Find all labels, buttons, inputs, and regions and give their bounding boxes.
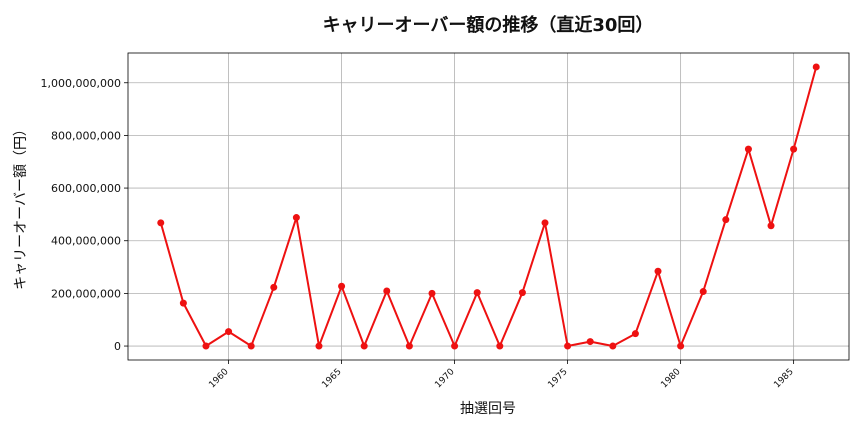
data-point: [677, 342, 685, 350]
data-point: [812, 63, 820, 71]
x-axis-label: 抽選回号: [460, 401, 516, 417]
data-point: [292, 214, 300, 222]
x-tick-label: 1970: [433, 367, 456, 390]
x-tick-label: 1965: [320, 367, 343, 390]
data-point: [496, 342, 504, 350]
grid: [128, 53, 849, 360]
data-point: [315, 342, 323, 350]
data-point: [654, 267, 662, 275]
x-tick-label: 1985: [772, 367, 795, 390]
y-tick-label: 400,000,000: [51, 235, 121, 248]
y-tick-label: 600,000,000: [51, 182, 121, 195]
data-point: [405, 342, 413, 350]
data-point: [767, 222, 775, 230]
data-point: [518, 289, 526, 297]
x-tick-label: 1980: [659, 367, 682, 390]
chart-title: キャリーオーバー額の推移（直近30回）: [323, 14, 654, 36]
data-point: [744, 145, 752, 153]
plot-frame: [127, 52, 850, 361]
data-point: [179, 299, 187, 307]
data-point: [225, 328, 233, 336]
x-tick-label: 1975: [546, 367, 569, 390]
data-point: [699, 288, 707, 296]
data-point: [270, 283, 278, 291]
data-point: [586, 338, 594, 346]
data-point: [564, 342, 572, 350]
data-point: [338, 282, 346, 290]
data-point: [541, 219, 549, 227]
x-axis: 1960 1965 1970 1975 1980 1985: [207, 360, 796, 390]
data-point: [157, 219, 165, 227]
y-tick-label: 0: [114, 340, 121, 353]
y-tick-label: 200,000,000: [51, 287, 121, 300]
y-tick-label: 1,000,000,000: [41, 77, 121, 90]
data-point: [451, 342, 459, 350]
y-axis-label: キャリーオーバー額（円）: [13, 122, 29, 290]
y-tick-label: 800,000,000: [51, 129, 121, 142]
y-axis: 0 200,000,000 400,000,000 600,000,000 800,00…: [41, 77, 128, 353]
data-point: [722, 216, 730, 224]
data-point: [428, 289, 436, 297]
series-layer: [157, 63, 820, 350]
series-line: [159, 66, 818, 347]
data-point: [631, 330, 639, 338]
data-point: [360, 342, 368, 350]
data-point: [383, 287, 391, 295]
data-point: [202, 342, 210, 350]
data-point: [609, 342, 617, 350]
x-tick-label: 1960: [207, 367, 230, 390]
data-point: [473, 289, 481, 297]
data-point: [790, 145, 798, 153]
data-point: [247, 342, 255, 350]
